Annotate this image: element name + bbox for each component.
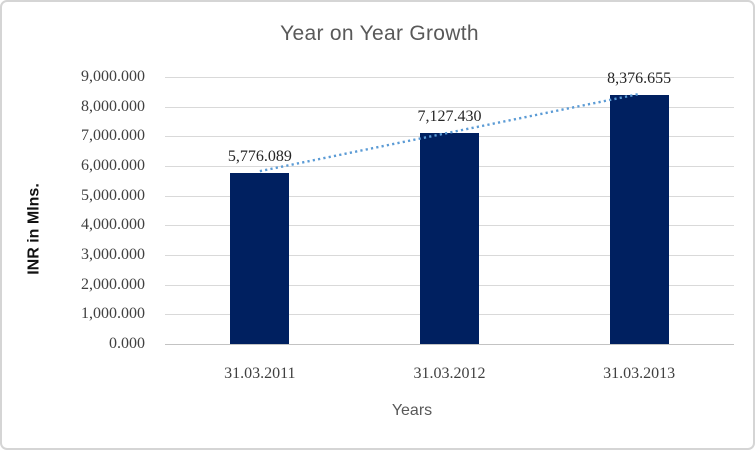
y-tick-label: 0.000 <box>109 335 145 352</box>
bar <box>420 132 479 344</box>
bar-value-label: 8,376.655 <box>607 70 672 88</box>
y-tick-label: 9,000.000 <box>81 68 145 85</box>
bar <box>230 172 290 344</box>
x-axis-line <box>165 344 734 345</box>
bar-value-label: 5,776.089 <box>227 147 292 165</box>
y-tick-label: 4,000.000 <box>81 216 145 234</box>
y-tick-label: 8,000.000 <box>81 97 145 115</box>
gridline <box>165 77 734 78</box>
x-axis-title: Years <box>391 402 433 419</box>
bar <box>609 95 669 344</box>
y-tick-label: 5,000.000 <box>81 186 145 204</box>
x-category-label: 31.03.2012 <box>413 365 486 382</box>
x-category-label: 31.03.2013 <box>603 365 676 382</box>
y-tick-label: 7,000.000 <box>81 127 145 145</box>
y-tick-label: 3,000.000 <box>81 246 145 263</box>
y-tick-label: 6,000.000 <box>81 157 145 174</box>
y-tick-label: 2,000.000 <box>81 275 145 293</box>
x-category-label: 31.03.2011 <box>224 365 296 382</box>
chart-title: Year on Year Growth <box>280 22 479 45</box>
y-tick-label: 1,000.000 <box>81 305 145 323</box>
bar-value-label: 7,127.430 <box>417 107 482 125</box>
